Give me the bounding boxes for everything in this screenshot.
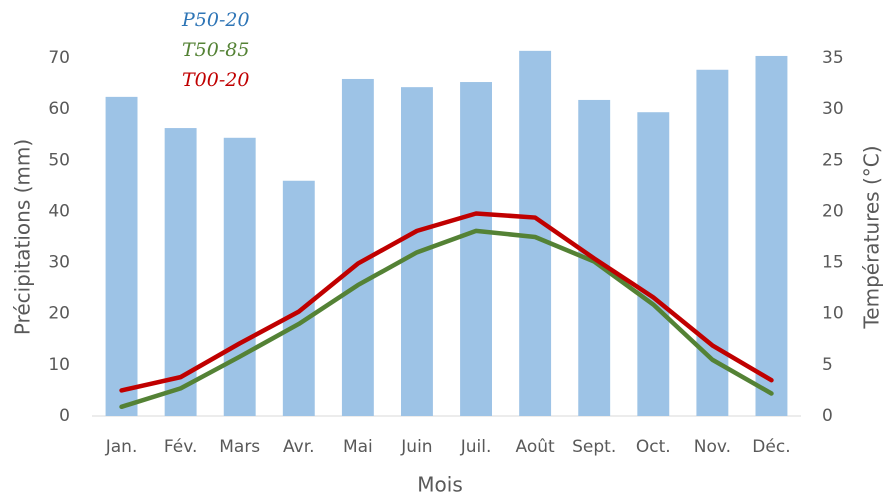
line xyxy=(119,211,774,393)
y-tick-label: 40 xyxy=(48,201,70,221)
bar xyxy=(341,78,374,417)
y2-tick-label: 35 xyxy=(822,48,844,68)
y-tick-label: 0 xyxy=(59,406,70,426)
bar xyxy=(105,96,138,417)
y2-tick-label: 10 xyxy=(822,304,844,324)
y2-axis-title: Températures (°C) xyxy=(860,145,884,329)
x-tick-label: Juin xyxy=(400,437,432,457)
y2-tick-label: 15 xyxy=(822,253,844,273)
y-tick-label: 10 xyxy=(48,355,70,375)
legend-label: T00-20 xyxy=(182,69,249,91)
y-tick-label: 50 xyxy=(48,150,70,170)
y2-tick-label: 20 xyxy=(822,201,844,221)
y-tick-label: 20 xyxy=(48,304,70,324)
x-tick-label: Juil. xyxy=(460,437,492,457)
legend-label: T50-85 xyxy=(182,39,249,61)
x-tick-label: Fév. xyxy=(164,437,197,457)
y2-tick-label: 0 xyxy=(822,406,833,426)
bar xyxy=(223,137,256,417)
bar xyxy=(637,112,670,416)
y2-tick-label: 30 xyxy=(822,99,844,119)
line xyxy=(119,228,774,410)
y-axis-title: Précipitations (mm) xyxy=(11,139,35,335)
x-tick-label: Sept. xyxy=(572,437,616,457)
bar xyxy=(755,55,788,416)
x-tick-label: Nov. xyxy=(694,437,731,457)
y-tick-label: 30 xyxy=(48,253,70,273)
y2-tick-label: 25 xyxy=(822,150,844,170)
y-tick-label: 60 xyxy=(48,99,70,119)
bar xyxy=(164,128,197,416)
bar xyxy=(282,180,315,416)
bar xyxy=(519,50,552,417)
legend-label: P50-20 xyxy=(181,9,250,31)
x-axis-title: Mois xyxy=(417,473,462,495)
x-tick-label: Août xyxy=(516,437,556,457)
x-tick-label: Oct. xyxy=(636,437,671,457)
x-tick-label: Avr. xyxy=(283,437,315,457)
x-tick-label: Mars xyxy=(219,437,260,457)
y2-tick-label: 5 xyxy=(822,355,833,375)
y-tick-label: 70 xyxy=(48,48,70,68)
x-tick-label: Mai xyxy=(343,437,373,457)
x-tick-label: Déc. xyxy=(752,437,790,457)
x-tick-label: Jan. xyxy=(105,437,138,457)
bar xyxy=(460,82,492,416)
